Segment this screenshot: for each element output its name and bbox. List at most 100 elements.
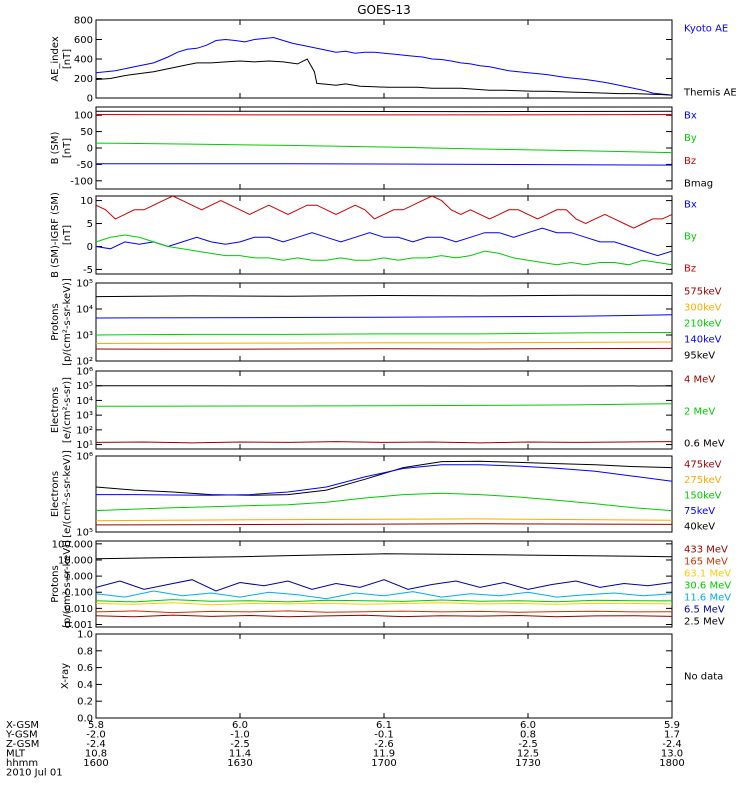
x-row-value: 10.8: [85, 749, 107, 760]
x-row-value: 6.1: [376, 720, 392, 731]
series-line-475kev: [96, 523, 672, 526]
series-line-30-6-mev: [96, 599, 672, 603]
x-axis-table: X-GSM 5.8 6.0 6.1 6.0 5.9 Y-GSM -2.0 -1.0 -0.1 0.8…: [5, 720, 685, 779]
y-axis-label: X-ray: [60, 663, 71, 689]
legend-entry: 275keV: [684, 475, 722, 486]
y-axis-label: Protons: [50, 565, 61, 602]
legend-entry: Kyoto AE: [684, 24, 728, 35]
series-line-by: [96, 234, 672, 266]
x-row-value: 11.4: [229, 749, 251, 760]
panel-4: 10⁵ 10⁴ 10³ 10² Protons [p/(cm²-s-sr-keV)] 575…: [50, 278, 722, 367]
legend-entry: 2.5 MeV: [684, 617, 725, 628]
legend-entry: Bmag: [684, 179, 713, 190]
legend-entry: 0.6 MeV: [684, 439, 725, 450]
y-tick-label: 10²: [76, 357, 93, 368]
x-row-value: 12.5: [517, 749, 539, 760]
y-tick-label: 10³: [76, 411, 93, 422]
legend-entry: 63.1 MeV: [684, 569, 731, 580]
y-tick-label: 10⁵: [76, 528, 93, 539]
legend-entry: 300keV: [684, 303, 722, 314]
series-group: [96, 196, 672, 266]
legend-entry: Bz: [684, 156, 696, 167]
series-line-433-mev: [96, 614, 672, 618]
y-tick-label: 100: [74, 111, 93, 122]
x-row-value: -2.6: [374, 739, 394, 750]
x-row-value: 1800: [659, 758, 684, 769]
panel-frame: [95, 370, 673, 450]
y-axis-label: B (SM)-IGRF (SM): [50, 192, 61, 278]
y-axis-label: [e/(cm²-s-sr-keV)]: [62, 450, 73, 538]
series-line-11-6-mev: [96, 590, 672, 600]
legend-entry: 6.5 MeV: [684, 605, 725, 616]
y-tick-label: -100: [70, 176, 93, 187]
series-line-40kev: [96, 460, 672, 496]
y-axis-label: [p/(cm²-s-sr-keV)]: [62, 278, 73, 366]
legend-entry: Bx: [684, 111, 697, 122]
series-line-bz: [96, 196, 672, 229]
y-axis-label: AE_index: [50, 36, 61, 82]
y-tick-label: 10⁵: [76, 279, 93, 290]
panel-frame: [95, 195, 673, 275]
legend-entry: 210keV: [684, 319, 722, 330]
series-line-4-mev: [96, 441, 672, 444]
y-tick-label: 0.8: [77, 646, 93, 657]
series-group: [96, 460, 672, 526]
y-tick-label: 600: [74, 35, 93, 46]
series-line-themis-ae: [96, 58, 672, 96]
y-tick-label: 0.001: [64, 620, 93, 631]
series-line-6-5-mev: [96, 579, 672, 592]
panel-1: 800 600 400 200 0 AE_index [nT] Kyoto AE Themis …: [50, 16, 737, 105]
series-line-150kev: [96, 492, 672, 512]
legend-entry: 4 MeV: [684, 375, 715, 386]
panel-7: 100.000 10.000 1.000 0.100 0.010 0.001 Protons…: [50, 539, 731, 631]
panel-3: 10 5 0 -5 B (SM)-IGRF (SM) [nT] Bx By Bz: [50, 192, 697, 278]
x-row-label: MLT: [6, 749, 26, 760]
y-tick-label: 10.000: [58, 555, 93, 566]
y-tick-label: 0: [87, 242, 93, 253]
legend-entry: 150keV: [684, 491, 722, 502]
panel-frame: [95, 106, 673, 190]
y-tick-label: 400: [74, 55, 93, 66]
date-label: 2010 Jul 01: [6, 768, 63, 779]
series-line-bx: [96, 163, 672, 166]
y-axis-label: [nT]: [62, 49, 73, 69]
no-data-note: No data: [684, 672, 723, 683]
y-axis-label: [nT]: [62, 225, 73, 245]
legend-entry: Themis AE: [683, 88, 737, 99]
x-row-value: 1730: [515, 758, 540, 769]
y-axis-label: Electrons: [50, 471, 61, 517]
series-line-275kev: [96, 518, 672, 522]
y-tick-label: 10⁴: [76, 396, 93, 407]
series-line-140kev: [96, 314, 672, 319]
x-row-value: -1.0: [230, 730, 250, 741]
x-row-value: -2.5: [518, 739, 538, 750]
legend-entry: 140keV: [684, 335, 722, 346]
legend-entry: By: [684, 133, 697, 144]
series-line-2-mev: [96, 403, 672, 407]
x-row-value: -2.0: [86, 730, 106, 741]
x-row-value: 5.8: [88, 720, 104, 731]
legend-entry: 165 MeV: [684, 557, 728, 568]
y-axis-label: [p/(cm²-s-sr-keV)]: [62, 540, 73, 628]
y-axis-label: [nT]: [62, 138, 73, 158]
x-row-value: 1630: [227, 758, 252, 769]
y-tick-label: 5: [87, 219, 93, 230]
y-tick-label: 10¹: [76, 440, 93, 451]
y-tick-label: 1.000: [64, 572, 93, 583]
panel-6: 10⁶ 10⁵ Electrons [e/(cm²-s-sr-keV)] 475keV 2…: [50, 450, 722, 538]
x-row-label: X-GSM: [6, 720, 39, 731]
y-axis-label: [e/(cm²-s-sr)]: [62, 377, 73, 443]
y-tick-label: 0.2: [77, 697, 93, 708]
y-tick-label: 1.0: [77, 630, 93, 641]
x-row-value: -0.1: [374, 730, 394, 741]
chart-title: GOES-13: [357, 3, 411, 17]
legend-entry: 433 MeV: [684, 545, 728, 556]
y-tick-label: 10⁴: [76, 305, 93, 316]
y-tick-label: 50: [80, 127, 93, 138]
x-row-label: Y-GSM: [5, 730, 38, 741]
series-group: [96, 110, 672, 166]
y-axis-label: Electrons: [50, 387, 61, 433]
y-tick-label: 10²: [76, 425, 93, 436]
series-line-bx: [96, 227, 672, 257]
